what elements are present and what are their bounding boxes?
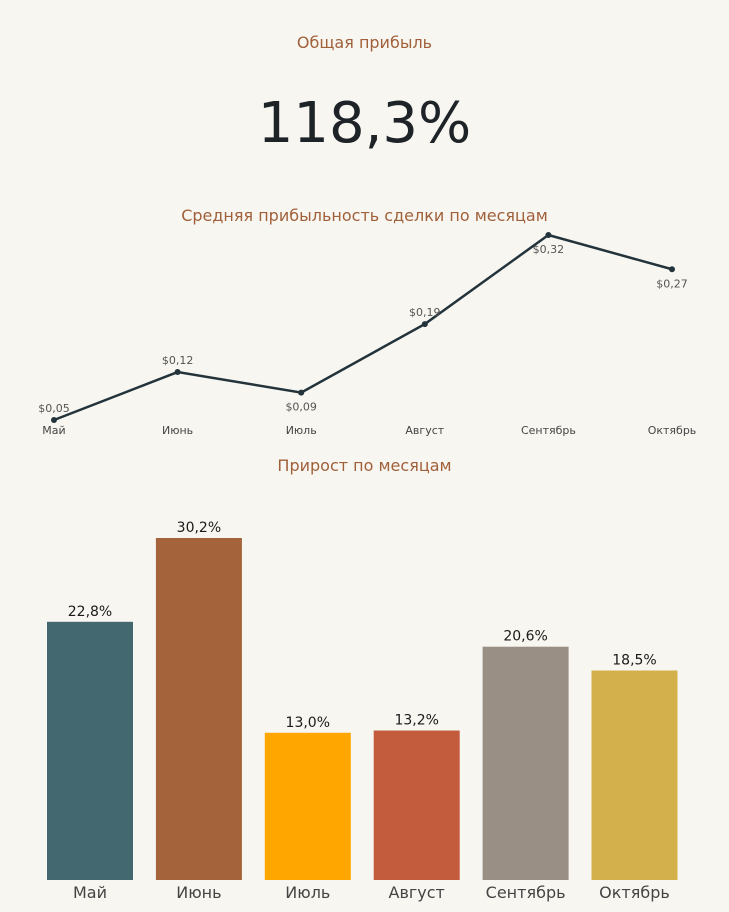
line-x-tick-label: Август xyxy=(405,424,444,437)
bar-x-tick-label: Октябрь xyxy=(599,883,670,902)
bar xyxy=(482,646,569,880)
bar-data-label: 30,2% xyxy=(177,520,221,536)
bar-data-label: 13,0% xyxy=(286,715,330,731)
line-point xyxy=(51,417,57,423)
line-chart: $0,05 Май $0,12 Июнь $0,09 Июль $0,19 Август $0,… xyxy=(38,232,697,437)
bar-chart-title: Прирост по месяцам xyxy=(277,456,452,475)
line-data-label: $0,09 xyxy=(285,401,317,414)
bar-data-label: 13,2% xyxy=(394,713,438,729)
total-profit-value: 118,3% xyxy=(257,91,472,156)
bar xyxy=(591,670,678,880)
line-x-tick-label: Октябрь xyxy=(648,424,697,437)
bar-x-tick-label: Август xyxy=(389,883,445,902)
line-x-tick-label: Сентябрь xyxy=(521,424,576,437)
bar xyxy=(155,538,242,880)
line-chart-title: Средняя прибыльность сделки по месяцам xyxy=(181,206,548,225)
line-data-label: $0,05 xyxy=(38,402,70,415)
bar-data-label: 20,6% xyxy=(503,629,547,645)
line-x-tick-label: Май xyxy=(42,424,65,437)
line-data-label: $0,32 xyxy=(533,243,565,256)
bar-x-tick-label: Июнь xyxy=(176,883,221,902)
line-point xyxy=(298,389,305,396)
line-point xyxy=(421,321,428,328)
line-data-label: $0,27 xyxy=(656,277,688,290)
line-point xyxy=(174,369,181,376)
bar xyxy=(373,730,460,880)
bar xyxy=(264,732,351,880)
bar-data-label: 22,8% xyxy=(68,604,112,620)
line-x-tick-label: Июнь xyxy=(162,424,193,437)
line-data-label: $0,12 xyxy=(162,354,194,367)
total-profit-title: Общая прибыль xyxy=(296,33,433,52)
bar-x-tick-label: Май xyxy=(73,883,107,902)
line-point xyxy=(545,232,552,238)
line-series xyxy=(53,233,673,422)
bar xyxy=(47,621,133,880)
line-data-label: $0,19 xyxy=(409,306,441,319)
bar-x-tick-label: Сентябрь xyxy=(486,883,566,902)
line-point xyxy=(669,266,675,273)
line-x-tick-label: Июль xyxy=(286,424,317,437)
bar-x-tick-label: Июль xyxy=(285,883,330,902)
bar-data-label: 18,5% xyxy=(612,652,656,668)
